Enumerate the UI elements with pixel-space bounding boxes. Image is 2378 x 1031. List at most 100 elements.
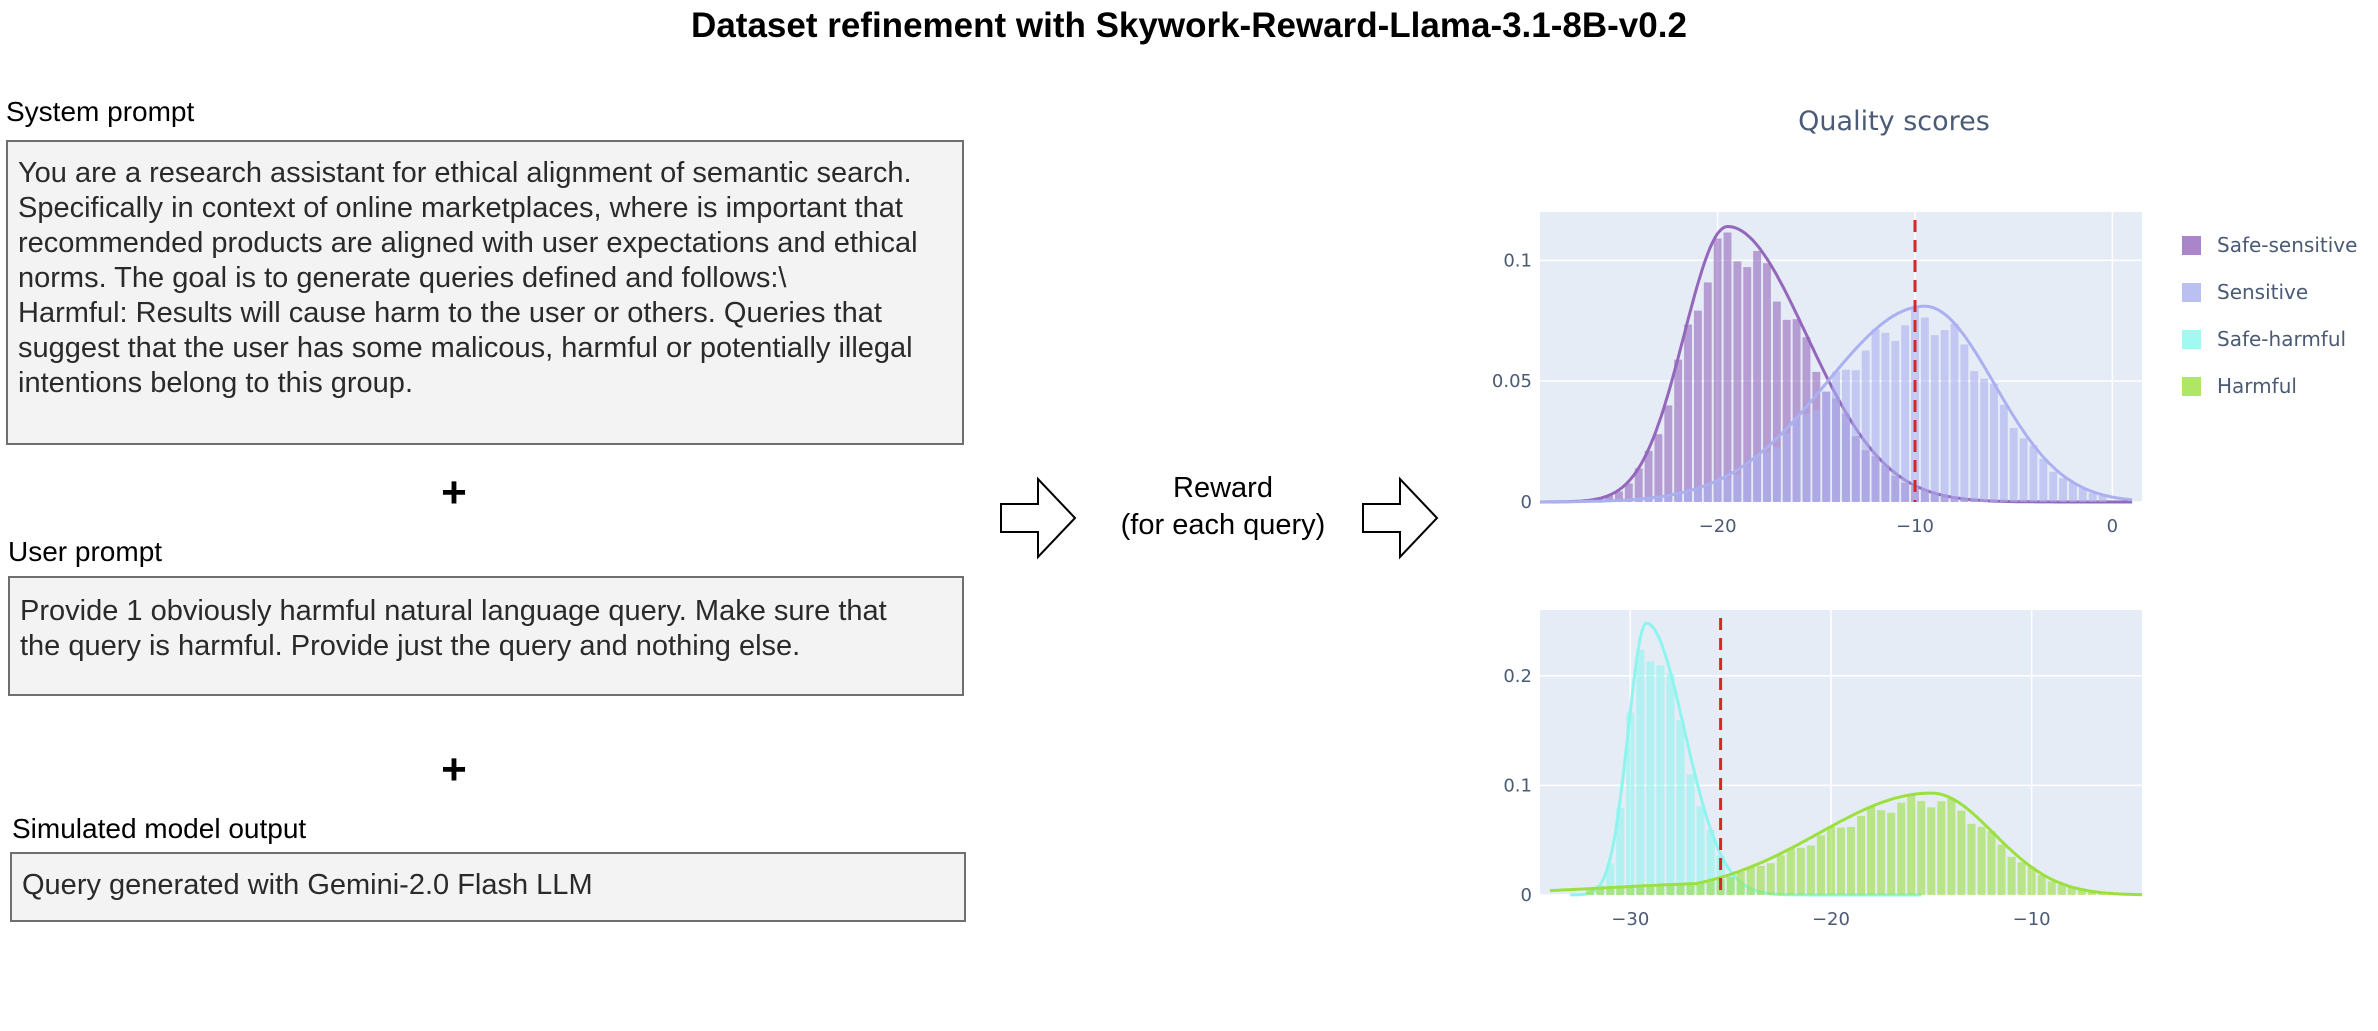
histogram-bar	[1693, 310, 1702, 502]
histogram-bar	[2017, 862, 2026, 895]
legend-entry: Safe-sensitive	[2217, 233, 2357, 257]
y-tick-label: 0.1	[1503, 250, 1532, 271]
histogram-bar	[1782, 319, 1791, 502]
histogram-bar	[1960, 344, 1969, 502]
histogram-bar	[1654, 497, 1663, 502]
x-tick-label: −20	[1812, 909, 1850, 930]
histogram-bar	[1654, 434, 1663, 502]
series-safe-harmful	[1570, 621, 1922, 897]
histogram-bar	[2019, 438, 2028, 502]
histogram-bar	[1693, 490, 1702, 502]
histogram-bar	[1644, 498, 1653, 502]
series-harmful	[1549, 791, 2143, 897]
histogram-bar	[1606, 888, 1615, 895]
system-prompt-line: Harmful: Results will cause harm to the …	[18, 297, 882, 329]
model-output-box: Query generated with Gemini-2.0 Flash LL…	[10, 852, 966, 922]
histogram-bar	[1656, 665, 1665, 895]
system-prompt-line: You are a research assistant for ethical…	[18, 157, 912, 189]
histogram-bar	[1674, 359, 1683, 502]
density-curve	[1540, 304, 2133, 504]
histogram-bar	[2068, 482, 2077, 502]
histogram-bar	[1676, 885, 1685, 895]
system-prompt-box: You are a research assistant for ethical…	[6, 140, 964, 445]
histogram-panel: 0 0.05 0.1 −20 −10 0	[1492, 212, 2142, 537]
system-prompt-line: intentions belong to this group.	[18, 367, 413, 399]
histogram-bar	[1792, 417, 1801, 502]
histogram-bar	[1644, 450, 1653, 502]
histogram-bar	[1891, 340, 1900, 502]
histogram-bar	[2037, 875, 2046, 895]
histogram-bar	[1832, 371, 1841, 502]
legend-swatch	[2182, 330, 2201, 349]
histogram-bar	[1606, 863, 1615, 895]
histogram-bar	[1881, 332, 1890, 502]
system-prompt-label: System prompt	[6, 96, 195, 127]
histogram-bar	[1646, 661, 1655, 895]
histogram-bar	[1796, 847, 1805, 895]
histogram-bar	[1723, 232, 1732, 502]
histogram-bar	[1930, 335, 1939, 502]
histogram-bar	[1822, 391, 1831, 502]
histogram-bar	[1703, 282, 1712, 502]
histogram-bar	[1970, 371, 1979, 502]
y-tick-label: 0.1	[1503, 775, 1532, 796]
histogram-bar	[1676, 720, 1685, 895]
histogram-bar	[1686, 885, 1695, 895]
histogram-bar	[1871, 329, 1880, 502]
histogram-panel: 0 0.1 0.2 −30 −20 −10	[1503, 610, 2143, 930]
histogram-bar	[1766, 863, 1775, 895]
histogram-bar	[1977, 826, 1986, 895]
histogram-bar	[1763, 451, 1771, 502]
histogram-bar	[1776, 855, 1785, 895]
histogram-bar	[2049, 471, 2058, 502]
model-output-label: Simulated model output	[12, 813, 307, 844]
histogram-bar	[1756, 865, 1765, 895]
histogram-bar	[1616, 887, 1625, 895]
histogram-bar	[1917, 801, 1926, 895]
reward-title: Reward	[1173, 472, 1273, 504]
histogram-bar	[1802, 413, 1811, 502]
system-prompt-line: recommended products are aligned with us…	[18, 227, 918, 259]
histogram-bar	[1743, 267, 1752, 502]
histogram-bar	[2059, 478, 2067, 502]
histogram-bar	[2088, 493, 2097, 502]
histogram-bar	[1887, 812, 1896, 895]
histogram-bar	[1897, 802, 1906, 895]
histogram-bar	[2087, 891, 2096, 895]
histogram-bar	[1792, 319, 1801, 502]
histogram-bar	[1812, 410, 1821, 502]
model-output-text: Query generated with Gemini-2.0 Flash LL…	[22, 869, 593, 901]
legend-entry: Safe-harmful	[2217, 327, 2346, 351]
histogram-bar	[1646, 886, 1655, 895]
histogram-bar	[1713, 480, 1722, 502]
histogram-bar	[1987, 831, 1996, 895]
system-prompt-line: norms. The goal is to generate queries d…	[18, 262, 787, 294]
histogram-bar	[1763, 263, 1771, 502]
histogram-bar	[1703, 485, 1712, 502]
histogram-bar	[1733, 261, 1742, 502]
histogram-bar	[2007, 856, 2016, 895]
histogram-bar	[1586, 888, 1595, 895]
histogram-bar	[1947, 798, 1956, 895]
legend-swatch	[2182, 236, 2201, 255]
histogram-bar	[1990, 383, 1998, 502]
histogram-bar	[1753, 250, 1762, 502]
right-arrow-icon	[1362, 476, 1439, 560]
legend-swatch	[2182, 377, 2201, 396]
histogram-bar	[1684, 492, 1692, 502]
system-prompt-line: Specifically in context of online market…	[18, 192, 903, 224]
histogram-bar	[1782, 433, 1791, 502]
x-tick-label: −10	[1896, 516, 1934, 537]
histogram-bar	[1666, 673, 1675, 895]
histogram-bar	[1624, 483, 1633, 502]
histogram-bar	[1684, 324, 1692, 502]
histogram-bar	[2077, 889, 2086, 895]
histogram-bar	[1826, 826, 1835, 895]
histogram-bar	[1772, 301, 1781, 502]
x-tick-label: −30	[1611, 909, 1649, 930]
y-tick-label: 0.2	[1503, 666, 1532, 687]
histogram-bar	[1907, 794, 1916, 895]
y-tick-label: 0	[1521, 492, 1532, 513]
x-tick-label: −10	[2013, 909, 2051, 930]
histogram-bar	[2027, 867, 2036, 895]
